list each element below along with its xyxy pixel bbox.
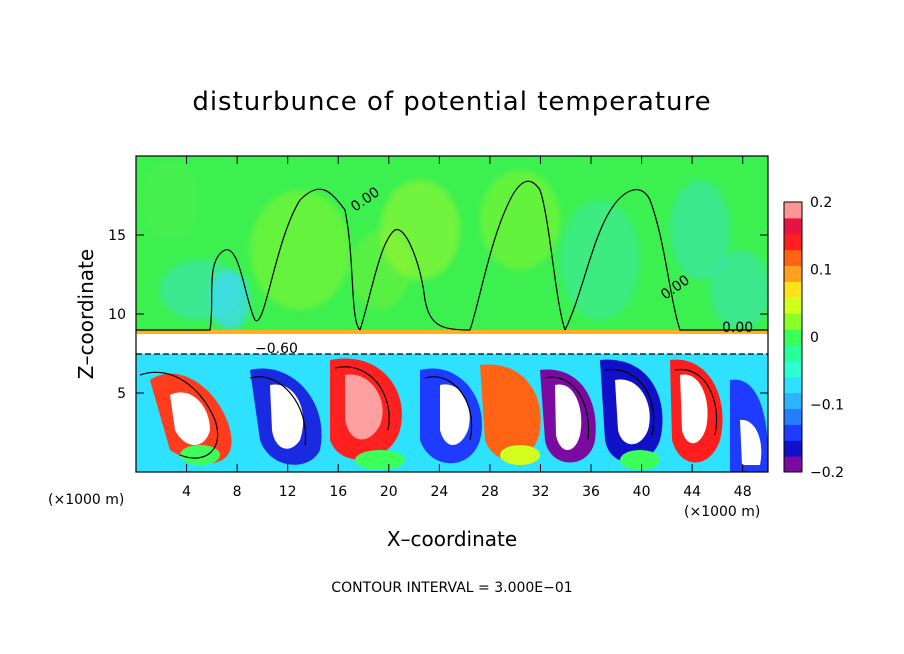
colorbar-frame [783,201,803,473]
colorbar-tick-label: −0.1 [810,398,844,414]
colorbar-swatch [784,217,802,235]
colorbar-swatch [784,233,802,251]
x-tick-label: 44 [683,484,701,500]
colorbar-tick-label: 0.2 [810,195,832,211]
contour-interval-note: CONTOUR INTERVAL = 3.000E−01 [331,580,572,596]
colorbar-tick-label: 0.1 [810,263,832,279]
colorbar-swatch [784,265,802,282]
chart-title: disturbunce of potential temperature [192,87,711,117]
x-tick-label: 32 [532,484,550,500]
colorbar-swatch [784,424,802,441]
x-tick-label: 28 [481,484,499,500]
x-tick-label: 4 [182,484,191,500]
x-tick-label: 12 [279,484,297,500]
colorbar-swatch [784,297,802,314]
x-tick-label: 48 [734,484,752,500]
y-axis: 5 10 15 [108,228,768,402]
colorbar-swatch [784,360,802,378]
colorbar-tick-label: −0.2 [810,465,844,481]
x-unit-label-right: (×1000 m) [684,504,760,520]
plot-area: 0.00 0.00 0.00 −0.60 [136,156,768,472]
colorbar-swatch [784,281,802,298]
colorbar-swatch [784,329,802,346]
interface-strip [136,330,768,334]
interface-band [136,334,768,354]
x-tick-label: 36 [582,484,600,500]
colorbar-tick-label: 0 [810,330,819,346]
contour-label: −0.60 [255,341,298,357]
x-unit-label-left: (×1000 m) [48,492,124,508]
colorbar-swatch [784,249,802,267]
colorbar: 0.2 0.1 0 −0.1 −0.2 [783,195,844,481]
x-axis-label: X–coordinate [387,527,517,551]
y-axis-label: Z–coordinate [74,249,98,379]
contour-lines [136,180,768,459]
colorbar-swatch [784,344,802,362]
y-tick-label: 15 [108,228,126,244]
x-tick-label: 8 [233,484,242,500]
turbulent-eddies [150,358,768,472]
x-tick-label: 16 [329,484,347,500]
colorbar-swatch [784,392,802,409]
colorbar-swatch [784,376,802,394]
colorbar-swatch [784,440,802,457]
x-axis: 4 8 12 16 20 24 28 32 36 40 44 48 [182,156,752,500]
colorbar-swatch [784,456,802,473]
upper-layer-anomalies [140,160,768,330]
y-tick-label: 5 [117,386,126,402]
x-tick-label: 24 [430,484,448,500]
contour-label: 0.00 [722,320,753,336]
colorbar-swatch [784,202,802,219]
y-tick-label: 10 [108,307,126,323]
x-tick-label: 40 [633,484,651,500]
colorbar-swatch [784,408,802,425]
x-tick-label: 20 [380,484,398,500]
colorbar-swatch [784,313,802,330]
